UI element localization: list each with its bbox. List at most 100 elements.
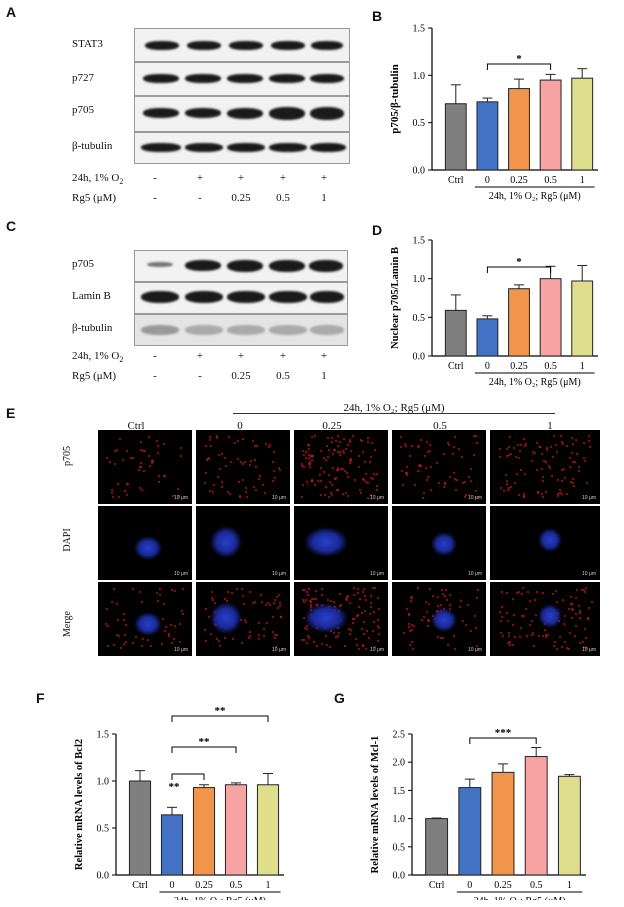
significance-bracket [171,773,205,780]
bar-chart-b: 0.0 0.5 1.0 1.5 p705/β-tubulin Ctrl 0 0.25 0.5 1 2… [389,24,598,202]
y-tick-label: 1.0 [393,814,406,825]
micro-group-line [233,413,555,414]
blot-c-cond: + [237,350,245,362]
panel-label-g: G [334,690,345,706]
group-label: 24h, 1% O₂; Rg5 (μM) [489,191,581,202]
micrograph-p705-0: 10 μm [98,430,192,504]
y-tick-label: 0.0 [413,166,426,177]
bar-chart-g: 0.0 0.5 1.0 1.5 2.0 2.5 Relative mRNA levels o… [370,727,586,900]
y-tick-label: 0.0 [413,352,426,363]
blot-c-hypoxia-label: 24h, 1% O2 [72,350,124,365]
blot-a-cond: - [198,192,202,204]
bar [571,280,594,357]
x-tick-label: 1 [580,361,585,372]
y-tick-label: 0.5 [413,313,426,324]
micrograph-p705-4: 10 μm [490,430,600,504]
x-tick-label: 0.25 [494,880,512,891]
y-axis-title: p705/β-tubulin [389,64,401,133]
blot-c-row-label: β-tubulin [72,322,113,334]
bar [524,756,548,876]
y-tick-label: 1.5 [413,236,426,247]
significance-star: ** [169,781,181,793]
x-tick-label: 0.25 [510,361,528,372]
blot-a-cond: - [153,172,157,184]
blot-c-p705 [134,250,348,282]
y-axis-title: Relative mRNA levels of Mcl-1 [370,736,381,874]
blot-c-cond: - [198,370,202,382]
blot-a-cond: + [320,172,328,184]
micro-col-label: 0.5 [433,420,447,432]
scale-bar: 10 μm [370,571,384,577]
bar [476,101,499,171]
scale-bar: 10 μm [272,571,286,577]
micrograph-merge-0: 10 μm [98,582,192,656]
x-tick-label: 0 [467,880,472,891]
blot-a-row-label: STAT3 [72,38,103,50]
x-tick-label: 0 [485,175,490,186]
bar [539,79,562,171]
significance-bracket [486,266,552,273]
y-axis-title: Relative mRNA levels of Bcl2 [74,739,85,870]
bar [491,771,515,876]
panel-label-f: F [36,690,45,706]
scale-bar: 10 μm [370,647,384,653]
micro-row-label: Merge [62,611,73,637]
bar [539,278,562,357]
blot-c-cond: + [279,350,287,362]
x-tick-label: 0.5 [544,175,557,186]
panel-label-a: A [6,4,17,20]
micrograph-merge-4: 10 μm [490,582,600,656]
bar [444,309,467,357]
significance-bracket [171,746,237,753]
blot-a-cond: - [153,192,157,204]
significance-star: *** [495,727,512,739]
scale-bar: 10 μm [468,495,482,501]
blot-a-row-label: β-tubulin [72,140,113,152]
micrograph-merge-2: 10 μm [294,582,388,656]
group-label: 24h, 1% O₂; Rg5 (μM) [174,896,266,900]
blot-a-cond: + [237,172,245,184]
x-tick-label: Ctrl [448,361,464,372]
bar-chart-f: 0.0 0.5 1.0 1.5 Relative mRNA levels of Bcl2… [74,705,284,900]
scale-bar: 10 μm [582,571,596,577]
blot-c-lamin-b [134,282,348,314]
micrograph-p705-2: 10 μm [294,430,388,504]
x-tick-label: 1 [567,880,572,891]
blot-c-cond: 0.5 [276,370,290,382]
y-tick-label: 1.0 [413,274,426,285]
y-tick-label: 1.0 [97,777,110,788]
blot-c-cond: + [196,350,204,362]
blot-a-cond: 0.5 [276,192,290,204]
x-tick-label: Ctrl [132,880,148,891]
blot-c-cond: + [320,350,328,362]
blot-c-cond: - [153,350,157,362]
micrograph-dapi-4: 10 μm [490,506,600,580]
bar [192,787,216,876]
bar [476,318,499,357]
blot-a-p705 [134,96,350,132]
blot-a-cond: 0.25 [231,192,251,204]
blot-a-cond: 1 [321,192,327,204]
panel-label-c: C [6,218,17,234]
blot-a-row-label: p727 [72,72,94,84]
micro-row-label: DAPI [62,528,73,552]
x-tick-label: 1 [580,175,585,186]
blot-c-row-label: p705 [72,258,94,270]
significance-bracket [486,63,552,70]
bar [557,775,581,876]
micro-col-label: 1 [547,420,553,432]
x-tick-label: 0 [485,361,490,372]
bar [444,103,467,171]
y-tick-label: 1.5 [393,786,406,797]
y-tick-label: 1.5 [413,24,426,35]
blot-c-cond: 1 [321,370,327,382]
panel-label-e: E [6,405,16,421]
micrograph-p705-1: 10 μm [196,430,290,504]
blot-a-rg5-label: Rg5 (μM) [72,192,117,204]
x-tick-label: 0.25 [510,175,528,186]
blot-a-stat3 [134,28,350,62]
bar [128,780,152,876]
micrograph-dapi-1: 10 μm [196,506,290,580]
group-label: 24h, 1% O₂; Rg5 (μM) [474,896,566,900]
y-axis-title: Nuclear p705/Lamin B [390,247,401,349]
